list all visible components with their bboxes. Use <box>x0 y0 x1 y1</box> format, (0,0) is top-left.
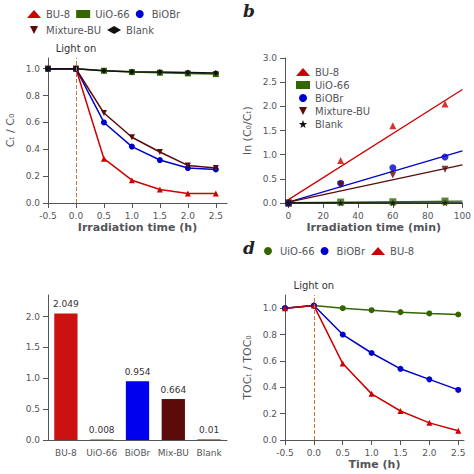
svg-text:0.2: 0.2 <box>263 409 277 419</box>
svg-text:Time (h): Time (h) <box>349 458 401 471</box>
svg-text:2.5: 2.5 <box>209 211 223 221</box>
svg-text:BiOBr: BiOBr <box>315 93 344 104</box>
svg-text:UiO-66: UiO-66 <box>280 246 315 257</box>
svg-text:1.5: 1.5 <box>26 342 40 352</box>
svg-text:1.0: 1.0 <box>125 211 140 221</box>
svg-text:2.0: 2.0 <box>422 448 437 458</box>
svg-text:2.0: 2.0 <box>26 312 41 322</box>
svg-text:BiOBr: BiOBr <box>125 448 151 458</box>
svg-text:60: 60 <box>387 211 399 221</box>
svg-text:0.0: 0.0 <box>69 211 84 221</box>
svg-text:1.0: 1.0 <box>26 373 41 383</box>
svg-text:0.0: 0.0 <box>307 448 322 458</box>
svg-text:BiOBr: BiOBr <box>337 246 366 257</box>
svg-text:BU-8: BU-8 <box>46 9 70 20</box>
svg-text:0.6: 0.6 <box>263 356 278 366</box>
svg-text:0.0: 0.0 <box>263 198 278 208</box>
svg-text:UiO-66: UiO-66 <box>315 80 350 91</box>
svg-text:0.5: 0.5 <box>336 448 350 458</box>
svg-text:2.049: 2.049 <box>53 299 79 309</box>
svg-text:0.5: 0.5 <box>263 174 277 184</box>
svg-text:0.2: 0.2 <box>26 171 40 181</box>
svg-text:Blank: Blank <box>126 25 154 36</box>
svg-text:20: 20 <box>318 211 330 221</box>
svg-text:0.4: 0.4 <box>26 144 41 154</box>
svg-text:BU-8: BU-8 <box>390 246 414 257</box>
svg-text:UiO-66: UiO-66 <box>86 448 117 458</box>
svg-text:0.954: 0.954 <box>125 367 151 377</box>
svg-text:TOCₜ / TOC₀: TOCₜ / TOC₀ <box>241 335 254 401</box>
svg-text:BU-8: BU-8 <box>55 448 77 458</box>
svg-text:Blank: Blank <box>197 448 223 458</box>
svg-text:40: 40 <box>352 211 364 221</box>
svg-text:b: b <box>243 1 255 21</box>
svg-text:Irradiation time (h): Irradiation time (h) <box>78 221 197 234</box>
svg-text:0.8: 0.8 <box>263 330 278 340</box>
svg-text:0.5: 0.5 <box>26 404 40 414</box>
svg-text:Mixture-BU: Mixture-BU <box>46 25 101 36</box>
svg-text:3.0: 3.0 <box>263 53 278 63</box>
svg-text:-0.5: -0.5 <box>276 448 294 458</box>
svg-text:0.0: 0.0 <box>263 435 278 445</box>
svg-text:2.0: 2.0 <box>263 101 278 111</box>
svg-text:Blank: Blank <box>315 119 343 130</box>
svg-text:0.0: 0.0 <box>26 435 41 445</box>
svg-text:0.0: 0.0 <box>26 198 41 208</box>
svg-text:0: 0 <box>286 211 292 221</box>
svg-text:d: d <box>243 238 255 258</box>
svg-text:1.5: 1.5 <box>153 211 167 221</box>
svg-text:2.0: 2.0 <box>181 211 196 221</box>
svg-text:0.008: 0.008 <box>89 425 115 435</box>
svg-text:0.8: 0.8 <box>26 91 41 101</box>
svg-text:2.5: 2.5 <box>451 448 465 458</box>
svg-text:1.0: 1.0 <box>26 64 41 74</box>
svg-text:0.6: 0.6 <box>26 117 41 127</box>
svg-text:BiOBr: BiOBr <box>152 9 181 20</box>
svg-text:80: 80 <box>422 211 434 221</box>
svg-text:-0.5: -0.5 <box>39 211 57 221</box>
svg-text:2.5: 2.5 <box>263 77 277 87</box>
svg-text:0.5: 0.5 <box>97 211 111 221</box>
svg-text:100: 100 <box>454 211 471 221</box>
svg-text:1.0: 1.0 <box>364 448 379 458</box>
svg-text:Mixture-BU: Mixture-BU <box>315 106 370 117</box>
svg-text:0.664: 0.664 <box>160 385 186 395</box>
svg-text:1.0: 1.0 <box>263 150 278 160</box>
svg-text:Mix-BU: Mix-BU <box>158 448 189 458</box>
svg-text:ln (C₀/Cₜ): ln (C₀/Cₜ) <box>241 106 254 155</box>
svg-text:1.5: 1.5 <box>263 126 277 136</box>
svg-text:Cₜ / C₀: Cₜ / C₀ <box>4 113 17 147</box>
svg-text:1.0: 1.0 <box>263 303 278 313</box>
svg-text:0.4: 0.4 <box>263 382 278 392</box>
svg-text:Light on: Light on <box>294 280 335 291</box>
svg-text:Light on: Light on <box>56 43 97 54</box>
svg-text:0.01: 0.01 <box>199 425 219 435</box>
svg-text:1.5: 1.5 <box>393 448 407 458</box>
svg-text:UiO-66: UiO-66 <box>95 9 130 20</box>
svg-text:Irradiation time (min): Irradiation time (min) <box>306 221 441 234</box>
svg-text:BU-8: BU-8 <box>315 67 339 78</box>
